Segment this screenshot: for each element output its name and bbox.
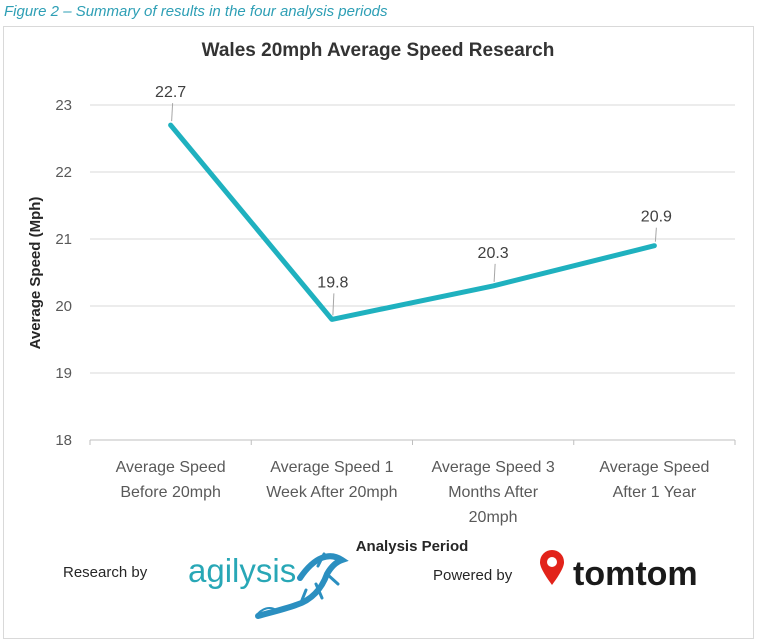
research-by-label: Research by (63, 564, 148, 581)
y-tick-label: 20 (55, 298, 72, 315)
y-tick-label: 21 (55, 231, 72, 248)
chart-title: Wales 20mph Average Speed Research (202, 40, 555, 61)
x-category-label: Average Speed 3 Months After 20mph (431, 459, 554, 526)
y-tick-label: 23 (55, 97, 72, 114)
agilysis-logo-text: agilysis (188, 552, 296, 589)
chart-frame (3, 26, 754, 639)
x-category-label: Average Speed After 1 Year (599, 459, 709, 501)
data-label: 20.3 (478, 245, 509, 262)
data-label-leader (654, 227, 657, 242)
data-label-leader (493, 263, 496, 282)
figure-caption: Figure 2 – Summary of results in the fou… (4, 3, 388, 20)
x-axis-title: Analysis Period (356, 538, 469, 555)
gridlines (90, 104, 735, 441)
x-category-label: Average Speed 1 Week After 20mph (266, 459, 397, 501)
tomtom-pin-icon (540, 550, 564, 585)
data-label-leader (332, 293, 335, 316)
y-tick-label: 19 (55, 365, 72, 382)
data-label-leader (171, 103, 174, 122)
powered-by-label: Powered by (433, 567, 513, 584)
tomtom-logo-text: tomtom (573, 555, 698, 593)
series-line (168, 122, 657, 322)
x-category-label: Average Speed Before 20mph (116, 459, 226, 501)
y-axis-title: Average Speed (Mph) (27, 197, 44, 350)
series-average-speed (168, 122, 657, 322)
y-tick-label: 18 (55, 432, 72, 449)
x-axis-categories: Average Speed Before 20mph Average Speed 1… (89, 440, 736, 526)
y-axis-ticks: 18 19 20 21 22 23 (55, 97, 72, 449)
data-label: 20.9 (641, 209, 672, 226)
data-labels: 22.7 19.8 20.3 20.9 (155, 84, 672, 316)
data-label: 19.8 (317, 274, 348, 291)
y-tick-label: 22 (55, 164, 72, 181)
data-label: 22.7 (155, 84, 186, 101)
agilysis-lizard-icon (255, 552, 349, 619)
